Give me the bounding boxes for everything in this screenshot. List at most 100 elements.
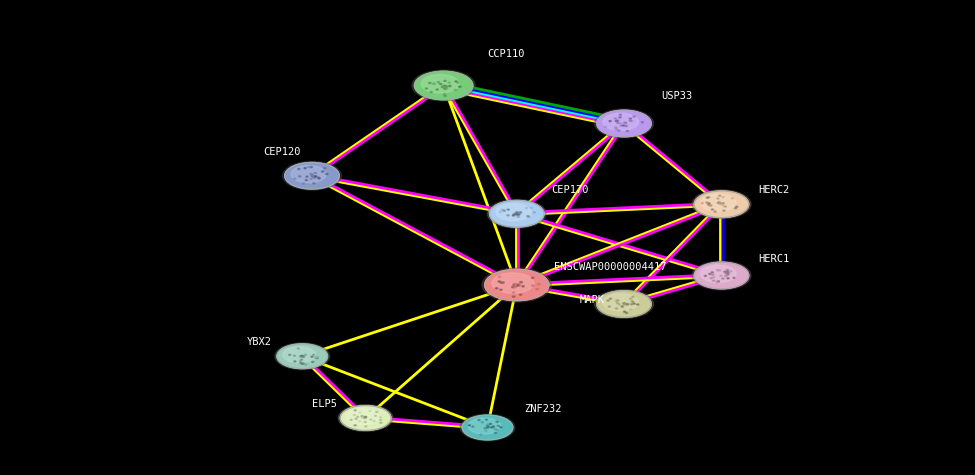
Circle shape bbox=[727, 278, 729, 279]
Circle shape bbox=[630, 299, 632, 300]
Circle shape bbox=[709, 205, 711, 206]
Circle shape bbox=[495, 421, 497, 422]
Circle shape bbox=[489, 200, 544, 227]
Circle shape bbox=[486, 419, 488, 420]
Circle shape bbox=[633, 116, 635, 117]
Circle shape bbox=[718, 202, 720, 203]
Circle shape bbox=[300, 355, 302, 356]
Circle shape bbox=[724, 273, 726, 274]
Circle shape bbox=[488, 427, 489, 428]
Circle shape bbox=[498, 281, 500, 282]
Circle shape bbox=[446, 88, 448, 89]
Circle shape bbox=[503, 210, 505, 211]
Circle shape bbox=[298, 176, 301, 177]
Circle shape bbox=[487, 427, 488, 428]
Circle shape bbox=[692, 261, 751, 290]
Circle shape bbox=[312, 361, 314, 362]
Circle shape bbox=[530, 208, 532, 209]
Circle shape bbox=[364, 417, 366, 418]
Circle shape bbox=[522, 285, 525, 287]
Circle shape bbox=[322, 171, 324, 172]
Circle shape bbox=[472, 426, 474, 427]
Circle shape bbox=[314, 172, 316, 174]
Circle shape bbox=[642, 122, 644, 123]
Circle shape bbox=[302, 356, 304, 357]
Circle shape bbox=[623, 303, 626, 304]
Circle shape bbox=[305, 364, 307, 365]
Circle shape bbox=[518, 215, 520, 216]
Circle shape bbox=[720, 203, 722, 204]
Circle shape bbox=[621, 306, 623, 307]
Circle shape bbox=[626, 131, 629, 132]
Circle shape bbox=[301, 356, 303, 357]
Circle shape bbox=[633, 303, 635, 304]
Circle shape bbox=[708, 203, 710, 204]
Circle shape bbox=[370, 410, 371, 411]
Circle shape bbox=[421, 75, 459, 93]
Circle shape bbox=[454, 89, 456, 91]
Circle shape bbox=[706, 202, 708, 203]
Text: CEP120: CEP120 bbox=[263, 147, 300, 157]
Circle shape bbox=[365, 417, 367, 418]
Circle shape bbox=[630, 298, 632, 299]
Circle shape bbox=[326, 173, 328, 174]
Circle shape bbox=[624, 123, 626, 124]
Circle shape bbox=[456, 82, 459, 83]
Text: MAPK: MAPK bbox=[580, 295, 605, 305]
Circle shape bbox=[414, 71, 473, 100]
Circle shape bbox=[701, 203, 703, 204]
Circle shape bbox=[722, 278, 724, 279]
Circle shape bbox=[310, 178, 312, 180]
Circle shape bbox=[354, 425, 356, 426]
Circle shape bbox=[694, 191, 749, 218]
Circle shape bbox=[717, 198, 720, 199]
Circle shape bbox=[719, 270, 721, 271]
Circle shape bbox=[448, 82, 450, 83]
Circle shape bbox=[618, 130, 620, 131]
Circle shape bbox=[723, 271, 726, 272]
Circle shape bbox=[625, 125, 627, 126]
Circle shape bbox=[513, 214, 515, 215]
Circle shape bbox=[711, 272, 714, 273]
Circle shape bbox=[624, 122, 626, 123]
Circle shape bbox=[499, 289, 502, 290]
Circle shape bbox=[709, 274, 711, 275]
Circle shape bbox=[512, 286, 514, 288]
Circle shape bbox=[735, 206, 738, 207]
Circle shape bbox=[716, 282, 719, 283]
Circle shape bbox=[430, 92, 433, 93]
Circle shape bbox=[710, 205, 712, 206]
Circle shape bbox=[300, 359, 302, 360]
Circle shape bbox=[608, 306, 610, 307]
Circle shape bbox=[526, 208, 527, 209]
Text: YBX2: YBX2 bbox=[247, 337, 272, 347]
Circle shape bbox=[720, 202, 722, 204]
Circle shape bbox=[370, 419, 371, 420]
Circle shape bbox=[619, 114, 621, 115]
Circle shape bbox=[364, 416, 366, 417]
Circle shape bbox=[361, 416, 363, 417]
Circle shape bbox=[708, 197, 710, 198]
Circle shape bbox=[275, 343, 330, 370]
Circle shape bbox=[311, 356, 313, 357]
Circle shape bbox=[313, 354, 315, 355]
Circle shape bbox=[626, 304, 628, 305]
Circle shape bbox=[531, 285, 534, 286]
Circle shape bbox=[444, 95, 447, 96]
Circle shape bbox=[513, 296, 515, 297]
Circle shape bbox=[425, 88, 428, 89]
Circle shape bbox=[537, 284, 540, 285]
Circle shape bbox=[637, 304, 639, 305]
Circle shape bbox=[518, 213, 520, 215]
Circle shape bbox=[518, 216, 520, 217]
Circle shape bbox=[277, 344, 328, 369]
Circle shape bbox=[531, 277, 534, 278]
Circle shape bbox=[623, 303, 625, 304]
Circle shape bbox=[609, 121, 611, 122]
Circle shape bbox=[619, 117, 621, 118]
Text: CEP170: CEP170 bbox=[551, 185, 588, 195]
Circle shape bbox=[520, 282, 523, 283]
Circle shape bbox=[412, 70, 475, 101]
Circle shape bbox=[311, 174, 313, 175]
Circle shape bbox=[614, 127, 617, 128]
